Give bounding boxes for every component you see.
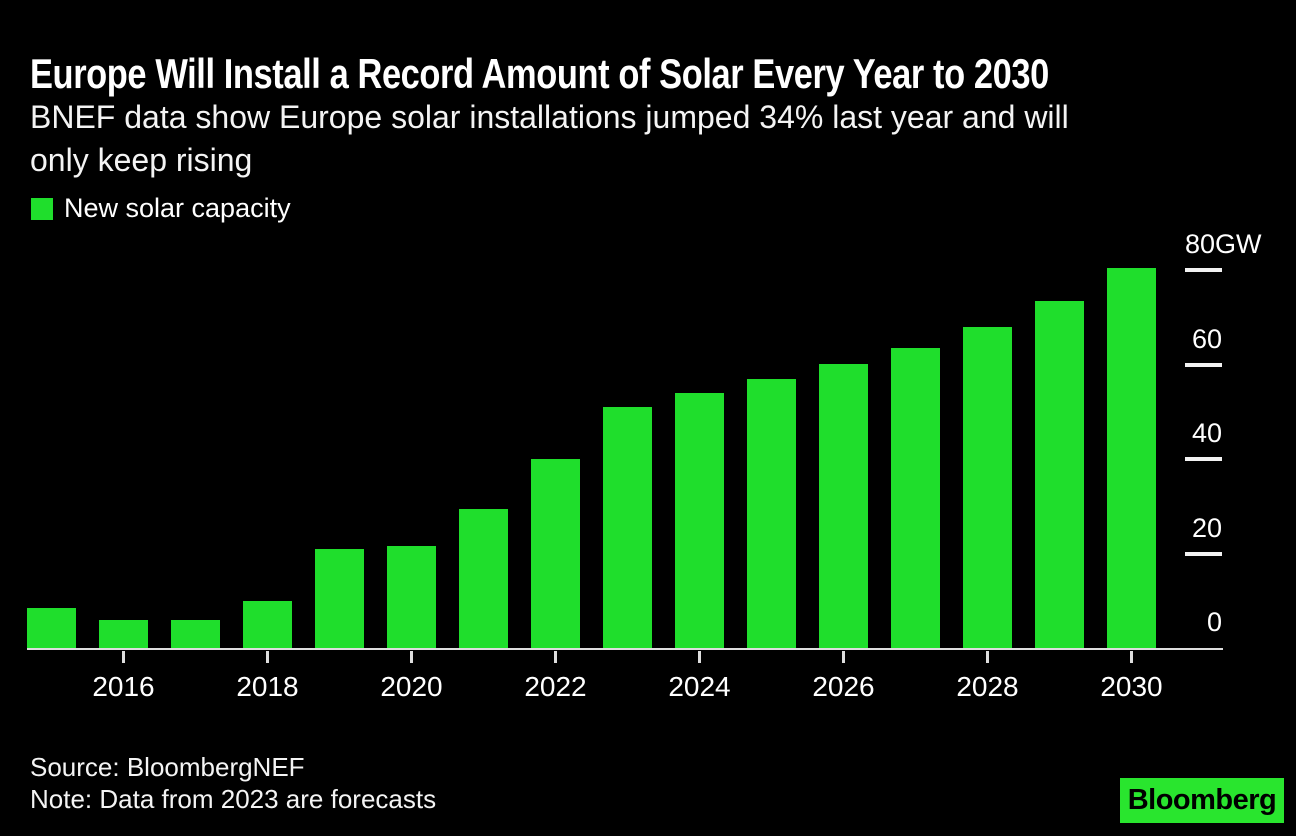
y-tick-label-40: 40: [1191, 418, 1222, 448]
y-tick-label-20: 20: [1191, 512, 1222, 543]
x-tick-label-2022: 2022: [524, 671, 587, 702]
bar-2016: [99, 620, 148, 648]
bloomberg-logo: Bloomberg: [1120, 778, 1284, 823]
subtitle-line-1: BNEF data show Europe solar installation…: [30, 99, 1069, 135]
source-line: Source: BloombergNEF: [30, 752, 305, 782]
bar-2027: [891, 348, 940, 648]
x-tick-2030: [1130, 651, 1133, 663]
bar-2021: [459, 509, 508, 648]
plot-area: [27, 230, 1156, 648]
x-tick-label-2030: 2030: [1100, 671, 1163, 702]
bar-2029: [1035, 301, 1084, 648]
legend-label: New solar capacity: [64, 193, 291, 223]
x-tick-label-2020: 2020: [380, 671, 443, 702]
x-tick-label-2018: 2018: [236, 671, 299, 702]
bar-2018: [243, 601, 292, 648]
x-tick-label-2028: 2028: [956, 671, 1019, 702]
bar-2017: [171, 620, 220, 648]
y-tick-label-0: 0: [1206, 607, 1222, 637]
subtitle-line-2: only keep rising: [30, 142, 253, 178]
x-tick-label-2024: 2024: [668, 671, 731, 702]
bar-2022: [531, 459, 580, 648]
bar-2025: [747, 379, 796, 648]
x-tick-2018: [266, 651, 269, 663]
bar-2030: [1107, 268, 1156, 648]
bar-2024: [675, 393, 724, 648]
y-axis-unit: GW: [1215, 229, 1262, 259]
legend-swatch-icon: [31, 197, 53, 220]
x-tick-label-2026: 2026: [812, 671, 875, 702]
x-tick-2024: [698, 651, 701, 663]
x-tick-2022: [554, 651, 557, 663]
page-title: Europe Will Install a Record Amount of S…: [30, 50, 1049, 97]
x-tick-label-2016: 2016: [92, 671, 155, 702]
x-axis-line: [27, 648, 1223, 650]
y-tick-label-60: 60: [1191, 323, 1222, 354]
x-tick-2020: [410, 651, 413, 663]
x-tick-2028: [986, 651, 989, 663]
y-tick-dash-60: [1185, 362, 1222, 367]
bar-2015: [27, 608, 76, 648]
y-tick-dash-20: [1185, 551, 1222, 556]
x-tick-2016: [122, 651, 125, 663]
bar-2019: [315, 549, 364, 648]
legend: New solar capacity: [31, 193, 291, 224]
bar-2023: [603, 407, 652, 648]
y-tick-dash-40: [1185, 457, 1222, 461]
y-axis: 80GW 60 40 20 0: [1185, 230, 1295, 648]
bar-2020: [387, 546, 436, 648]
page-subtitle: BNEF data show Europe solar installation…: [30, 96, 1069, 182]
y-tick-label-80: 80GW: [1185, 229, 1262, 259]
note-line: Note: Data from 2023 are forecasts: [30, 784, 437, 814]
bar-2028: [963, 327, 1012, 648]
bar-2026: [819, 364, 868, 648]
y-tick-dash-80: [1185, 268, 1222, 272]
x-tick-2026: [842, 651, 845, 663]
